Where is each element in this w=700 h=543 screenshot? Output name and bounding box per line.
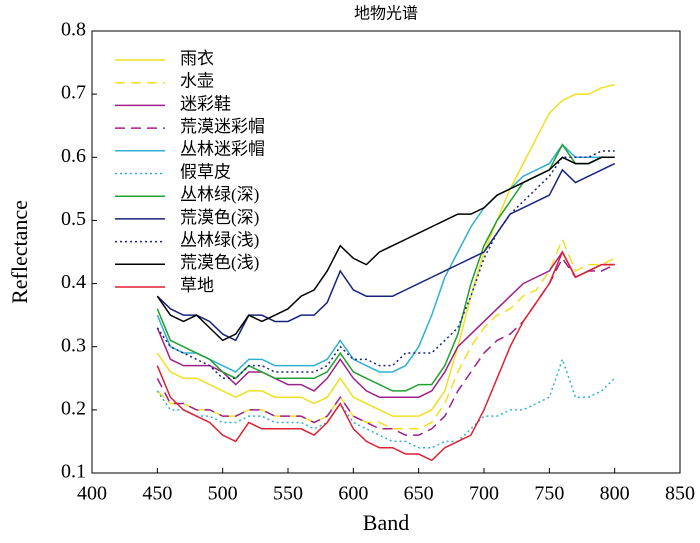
legend-label: 水壶 [180, 72, 214, 91]
x-tick-label: 500 [208, 483, 238, 505]
x-tick-label: 600 [338, 483, 368, 505]
legend-label: 丛林绿(深) [180, 185, 259, 204]
legend-label: 迷彩鞋 [180, 94, 231, 113]
legend-label: 荒漠色(浅) [180, 253, 259, 272]
legend-label: 荒漠迷彩帽 [180, 117, 265, 136]
x-tick-label: 650 [404, 483, 434, 505]
x-tick-label: 800 [600, 483, 630, 505]
x-axis-label: Band [363, 510, 409, 535]
legend-label: 雨衣 [180, 49, 214, 68]
x-tick-label: 550 [273, 483, 303, 505]
y-axis-label: Reflectance [7, 200, 32, 304]
series-line [156, 250, 615, 462]
legend-label: 草地 [180, 276, 214, 295]
x-tick-label: 450 [142, 483, 172, 505]
x-tick-label: 400 [77, 483, 107, 505]
legend-label: 假草皮 [180, 162, 231, 181]
legend-label: 荒漠色(深) [180, 208, 259, 227]
series-line [156, 237, 615, 430]
series-line [156, 162, 615, 342]
y-tick-label: 0.3 [61, 334, 86, 356]
legend-label: 丛林迷彩帽 [180, 140, 265, 159]
series-line [156, 83, 615, 417]
y-tick-label: 0.4 [61, 271, 86, 293]
y-tick-label: 0.2 [61, 397, 86, 419]
y-tick-label: 0.8 [61, 19, 86, 41]
y-tick-label: 0.5 [61, 208, 86, 230]
series-line [156, 250, 615, 398]
y-tick-label: 0.7 [61, 82, 86, 104]
x-tick-label: 750 [534, 483, 564, 505]
x-tick-label: 700 [469, 483, 499, 505]
series-line [156, 256, 615, 436]
series-line [156, 156, 615, 342]
y-tick-label: 0.6 [61, 145, 86, 167]
series-line [156, 357, 616, 449]
series-line [156, 150, 615, 380]
plot-frame [91, 30, 681, 474]
x-tick-label: 850 [665, 483, 695, 505]
legend-label: 丛林绿(浅) [180, 231, 259, 250]
y-tick-label: 0.1 [61, 461, 86, 483]
series-line [156, 143, 615, 373]
chart-title: 地物光谱 [354, 5, 418, 23]
